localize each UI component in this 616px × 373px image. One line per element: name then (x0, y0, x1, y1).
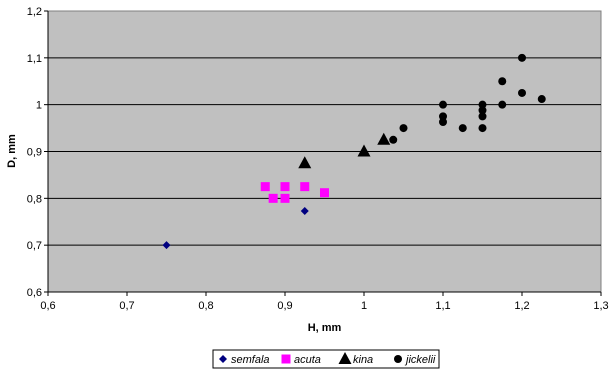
jickelii-point (458, 124, 467, 133)
legend-semfala-marker (219, 355, 227, 363)
y-tick-label: 1,2 (27, 6, 42, 18)
jickelii-point (439, 112, 447, 121)
y-tick-label: 1,1 (27, 53, 42, 65)
x-tick-label: 1,3 (593, 300, 608, 312)
semfala-point (300, 206, 309, 215)
jickelii-point (518, 53, 526, 62)
jickelii-point (537, 95, 546, 104)
axes (44, 10, 602, 296)
x-tick-label: 0,8 (198, 300, 213, 312)
acuta-point (280, 193, 290, 203)
x-tick-label: 0,7 (119, 300, 134, 312)
data-points (162, 53, 546, 250)
y-tick-label: 0,7 (27, 240, 42, 252)
legend-kina-marker (338, 352, 352, 364)
gridlines (48, 57, 601, 246)
jickelii-point (498, 100, 507, 109)
legend: semfala acuta kina jickelii (212, 349, 440, 369)
semfala-point (162, 241, 171, 250)
y-axis-title: D, mm (6, 134, 18, 168)
tick-labels: 0,6 0,7 0,8 0,9 1 1,1 1,2 0,6 0,7 0,8 0,9 1 1,1 1,2 1,… (27, 6, 609, 312)
jickelii-point (498, 77, 507, 86)
y-tick-label: 0,6 (27, 287, 42, 299)
jickelii-point (478, 106, 487, 115)
y-tick-label: 1 (36, 100, 42, 112)
x-tick-label: 1,2 (514, 300, 529, 312)
kina-point (298, 156, 312, 169)
jickelii-point (478, 100, 487, 109)
x-tick-label: 0,6 (40, 300, 55, 312)
acuta-point (268, 193, 278, 203)
acuta-point (300, 182, 310, 192)
jickelii-point (399, 124, 408, 133)
x-tick-label: 1 (361, 300, 367, 312)
x-axis-title: H, mm (308, 322, 342, 334)
legend-acuta-marker (281, 354, 291, 364)
jickelii-point (439, 100, 447, 109)
jickelii-point (439, 117, 447, 126)
legend-acuta-label: acuta (294, 354, 321, 366)
x-tick-label: 1,1 (435, 300, 450, 312)
y-tick-label: 0,9 (27, 147, 42, 159)
x-tick-label: 0,9 (277, 300, 292, 312)
kina-point (357, 144, 371, 157)
jickelii-point (389, 135, 398, 144)
legend-box (212, 349, 440, 369)
jickelii-point (478, 124, 487, 133)
legend-jickelii-marker (394, 355, 402, 363)
legend-semfala-label: semfala (231, 354, 270, 366)
jickelii-point (518, 88, 526, 97)
legend-jickelii-label: jickelii (404, 354, 436, 366)
acuta-point (260, 182, 270, 192)
legend-kina-label: kina (353, 354, 373, 366)
jickelii-point (478, 112, 487, 121)
y-tick-label: 0,8 (27, 193, 42, 205)
acuta-point (320, 188, 329, 198)
kina-point (377, 132, 391, 145)
acuta-point (280, 182, 290, 192)
